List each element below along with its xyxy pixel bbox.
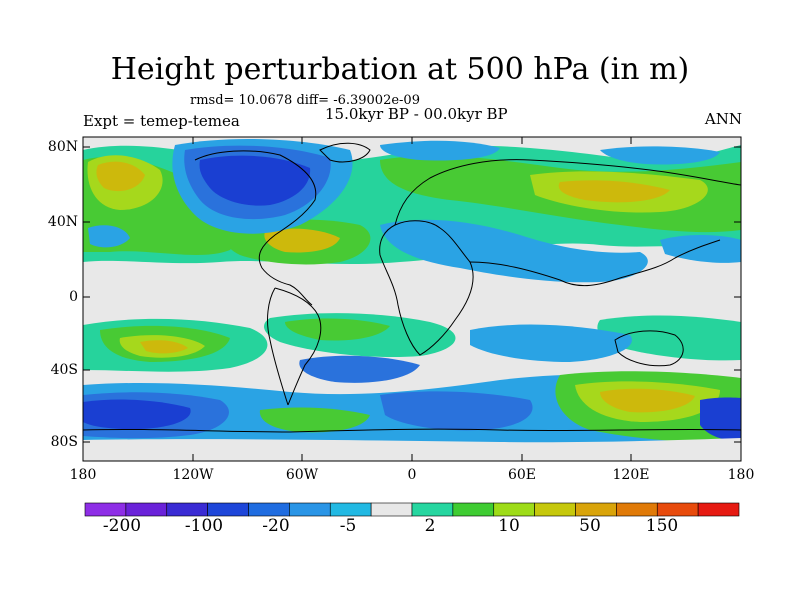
lon-label-180e: 180 [727, 467, 755, 483]
arctic-light-neg [380, 140, 500, 161]
antarctic-neutral [83, 438, 741, 461]
colorbar-box [166, 502, 208, 517]
colorbar-box [616, 502, 658, 517]
coast-africa [379, 220, 474, 356]
colorbar-box [575, 502, 617, 517]
africa-asia-light-neg [380, 219, 648, 283]
plot-title: Height perturbation at 500 hPa (in m) [110, 52, 690, 87]
colorbar-label: -5 [339, 516, 357, 536]
lon-ticks [192, 137, 632, 461]
colorbar-label: -20 [262, 516, 290, 536]
south-atlantic-mid-neg-2 [380, 391, 533, 431]
south-indian-yellow [600, 388, 695, 413]
coast-greenland [319, 142, 371, 163]
lat-label-40n: 40N [47, 214, 78, 230]
colorbar-box [329, 502, 372, 517]
coast-eurasia-north [394, 159, 741, 226]
colorbar-box [411, 502, 454, 517]
lon-label-180w: 180 [69, 467, 97, 483]
season-label: ANN [704, 110, 742, 128]
colorbar-label: 50 [579, 516, 601, 536]
colorbar-label: 150 [645, 516, 679, 536]
colorbar-box [289, 502, 331, 517]
coast-south-asia [469, 239, 721, 287]
rmsd-diff-stats: rmsd= 10.0678 diff= -6.39002e-09 [190, 93, 420, 108]
north-america-strong-neg [199, 155, 311, 206]
experiment-label: Expt = temep-temea [83, 112, 240, 130]
arctic-east-light-neg [600, 146, 720, 165]
lat-label-0: 0 [69, 289, 78, 305]
atlantic-yellow [264, 228, 340, 253]
lon-label-120e: 120E [612, 467, 650, 483]
north-pacific-yellow [96, 161, 145, 192]
south-pacific-yellow [140, 340, 188, 354]
lon-label-120w: 120W [172, 467, 214, 483]
coast-antarctica [83, 428, 741, 433]
lon-label-60w: 60W [285, 467, 319, 483]
colorbar-box [84, 502, 127, 517]
south-indian-light-neg [470, 324, 632, 362]
south-atlantic-mid-neg [299, 355, 420, 383]
colorbar-box [697, 502, 740, 517]
coast-south-america-west [267, 287, 289, 406]
colorbar-box [656, 502, 699, 517]
lat-label-40s: 40S [50, 362, 78, 378]
lon-label-60e: 60E [507, 467, 537, 483]
coast-south-america-east [274, 287, 322, 406]
siberia-yellow [558, 180, 670, 203]
lat-label-80s: 80S [50, 434, 78, 450]
contour-field [83, 137, 741, 461]
colorbar-box [534, 502, 576, 517]
colorbar-box [207, 502, 249, 517]
south-indian-light-pos [597, 315, 741, 361]
colorbar-box [125, 502, 168, 517]
period-label: 15.0kyr BP - 00.0kyr BP [325, 105, 508, 123]
colorbar-box [493, 502, 535, 517]
lon-label-0: 0 [407, 467, 417, 483]
colorbar-label: 2 [424, 516, 436, 536]
south-atlantic-green [285, 318, 390, 341]
lat-label-80n: 80N [47, 139, 78, 155]
west-pacific-light-neg [88, 225, 130, 248]
colorbar-label: 10 [498, 516, 520, 536]
colorbar-box [452, 502, 495, 517]
coast-australia [614, 330, 684, 367]
colorbar-box [370, 502, 413, 517]
southern-pacific-strong-neg [83, 399, 191, 430]
colorbar-box [248, 502, 290, 517]
east-asia-light-neg [660, 235, 741, 263]
coastlines [83, 142, 741, 433]
coast-north-america [194, 150, 317, 306]
drake-passage-green [259, 407, 370, 433]
colorbar-label: -200 [102, 516, 142, 536]
colorbar-label: -100 [184, 516, 224, 536]
lat-ticks [83, 146, 741, 443]
